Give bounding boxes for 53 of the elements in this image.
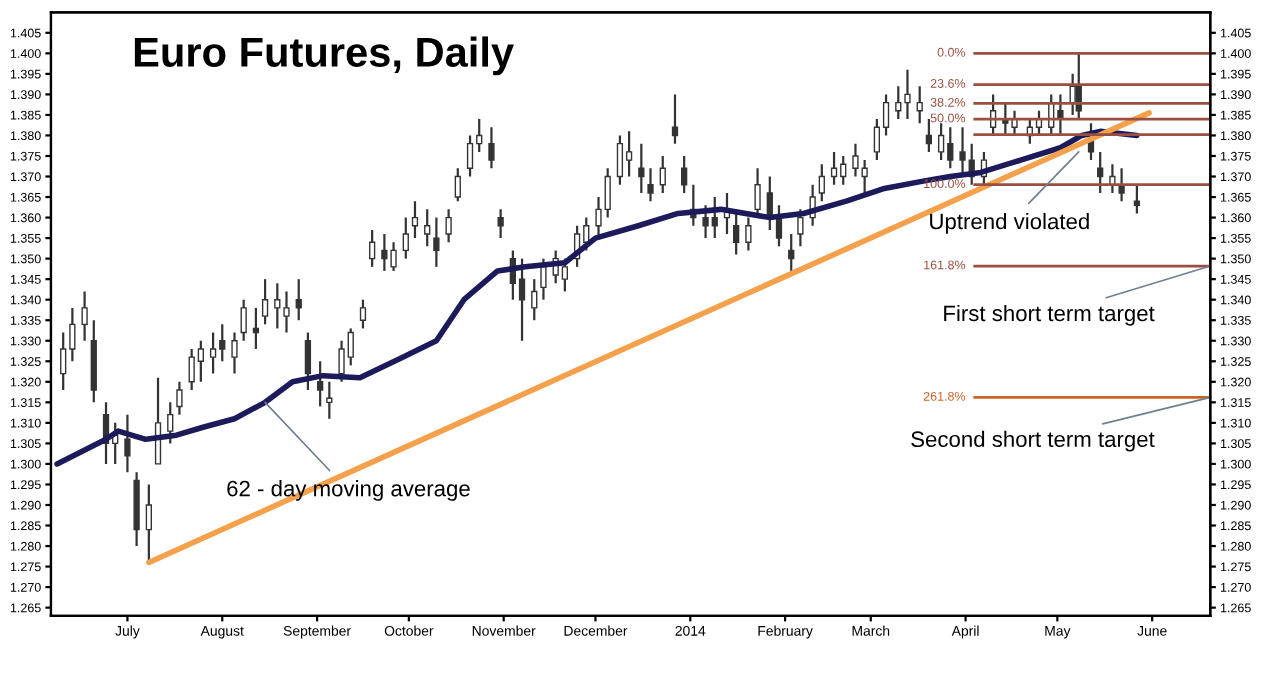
candlestick — [1118, 167, 1125, 203]
candlestick — [424, 208, 431, 248]
candlestick — [433, 216, 440, 268]
candlestick — [671, 93, 679, 145]
candlestick — [488, 126, 495, 170]
candlestick — [411, 200, 419, 240]
candlestick — [497, 208, 504, 240]
text: Euro Futures, Daily — [134, 36, 514, 76]
candlestick — [818, 163, 825, 203]
candlestick — [326, 380, 333, 420]
candlestick — [1097, 150, 1104, 195]
candlestick — [518, 257, 526, 342]
candlestick — [647, 167, 654, 203]
candlestick — [466, 134, 474, 178]
candlestick — [638, 142, 645, 195]
annotation: Uptrend violated — [930, 212, 1089, 234]
candlestick — [531, 278, 538, 322]
candlestick — [754, 167, 761, 219]
candlestick — [788, 232, 795, 273]
candlestick — [124, 413, 131, 474]
candlestick — [681, 154, 688, 195]
candlestick — [925, 117, 933, 153]
candlestick — [402, 216, 409, 260]
annotation: First short term target — [944, 304, 1155, 326]
candlestick — [145, 483, 152, 564]
candlestick — [231, 331, 238, 375]
candlestick — [659, 154, 666, 195]
candlestick — [540, 257, 547, 301]
candlestick — [209, 331, 217, 375]
candlestick — [295, 278, 302, 322]
annotation: 62 - day moving average — [227, 480, 470, 501]
candlestick — [359, 298, 367, 330]
candlestick — [261, 278, 269, 326]
candlestick — [797, 208, 804, 248]
candlestick — [197, 339, 204, 383]
candlestick — [445, 208, 452, 244]
candlestick — [176, 380, 183, 416]
candlestick — [369, 228, 376, 268]
candlestick — [81, 290, 88, 342]
annotation: Second short term target — [911, 430, 1155, 452]
candlestick — [616, 134, 624, 186]
candlestick — [317, 360, 324, 408]
candlestick — [745, 216, 752, 252]
candlestick — [454, 167, 461, 203]
candlestick — [830, 150, 838, 186]
candlestick — [167, 401, 174, 445]
candlestick — [916, 85, 923, 125]
candlestick — [1133, 183, 1141, 215]
candlestick — [625, 130, 633, 178]
candlestick — [252, 306, 260, 351]
candlestick — [240, 298, 247, 342]
candlestick — [937, 122, 945, 162]
candlestick — [304, 331, 312, 392]
